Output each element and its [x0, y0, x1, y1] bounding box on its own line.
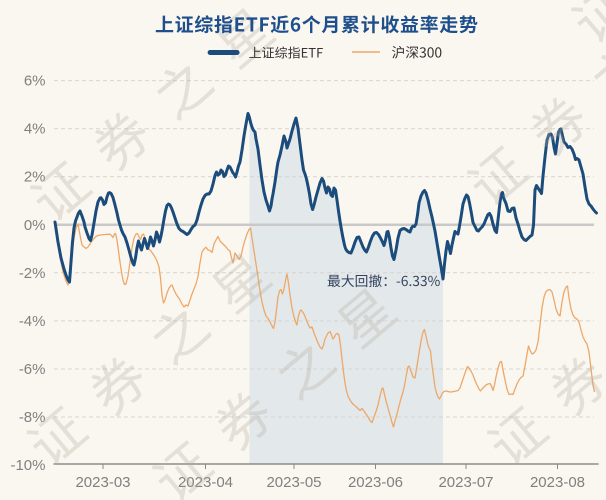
svg-text:-6%: -6%: [19, 361, 46, 378]
svg-text:2023-03: 2023-03: [75, 474, 130, 491]
svg-text:2%: 2%: [24, 169, 46, 186]
svg-text:2023-07: 2023-07: [438, 474, 493, 491]
svg-text:0%: 0%: [24, 217, 46, 234]
svg-text:-10%: -10%: [10, 457, 45, 474]
svg-text:4%: 4%: [24, 121, 46, 138]
svg-text:-2%: -2%: [19, 265, 46, 282]
svg-text:6%: 6%: [24, 73, 46, 90]
svg-text:-8%: -8%: [19, 409, 46, 426]
svg-text:-4%: -4%: [19, 313, 46, 330]
svg-text:2023-06: 2023-06: [348, 474, 403, 491]
svg-text:2023-08: 2023-08: [530, 474, 585, 491]
svg-text:2023-05: 2023-05: [266, 474, 321, 491]
